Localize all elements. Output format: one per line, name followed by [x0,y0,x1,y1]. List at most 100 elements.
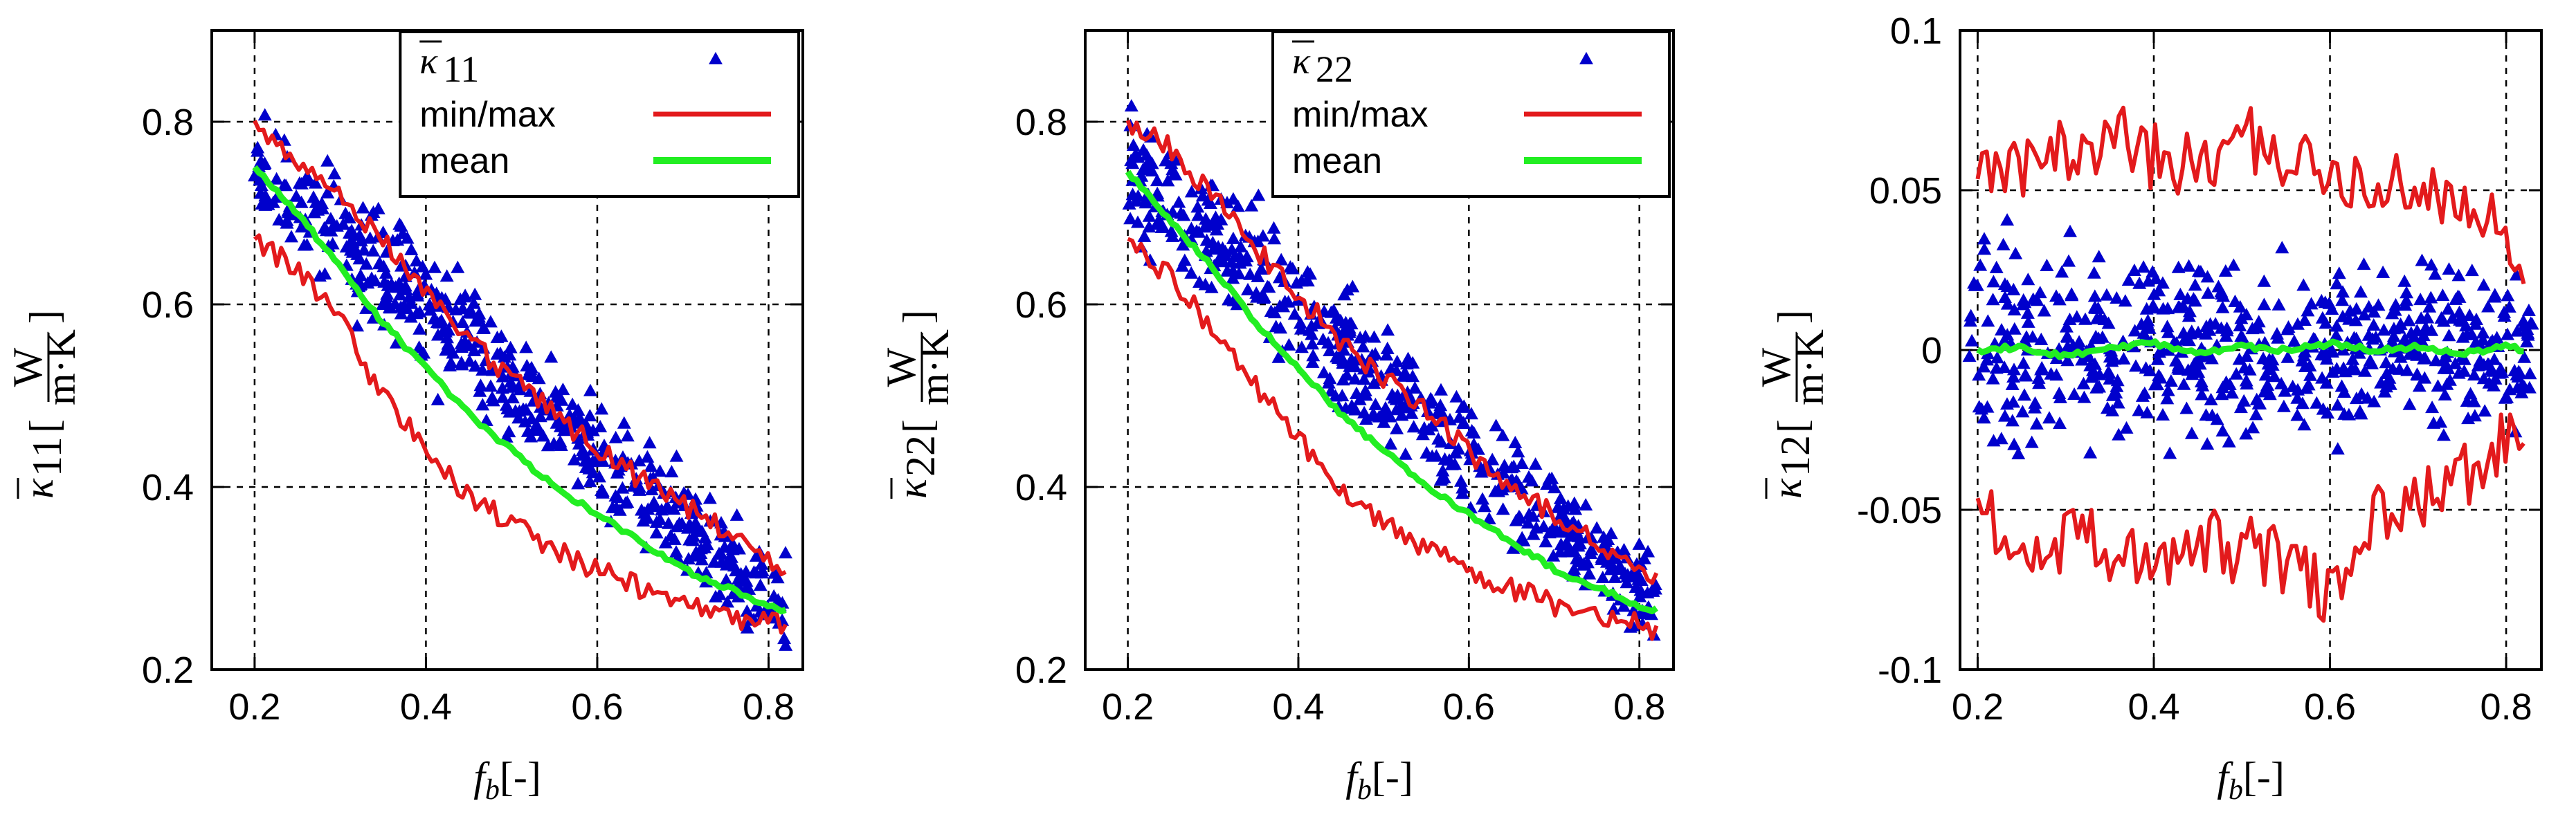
scatter-point [1241,282,1255,295]
scatter-point [2062,254,2076,267]
scatter-point [592,470,606,483]
scatter-point [1340,368,1354,381]
scatter-point [379,266,393,279]
scatter-point [2281,320,2296,333]
scatter-point [409,254,424,267]
scatter-point [2182,259,2196,272]
scatter-point [2034,362,2049,376]
scatter-point [1419,445,1434,459]
scatter-point [2127,264,2141,276]
scatter-point [2480,357,2495,370]
scatter-point [2195,378,2210,392]
scatter-point [2330,442,2345,455]
scatter-point [541,439,555,452]
scatter-point [1226,231,1240,244]
scatter-point [2424,258,2438,271]
scatter-point [1357,372,1371,385]
scatter-point [2476,278,2491,291]
scatter-point [2031,371,2046,384]
scatter-point [519,403,534,416]
scatter-point [2469,335,2483,348]
scatter-point [1354,353,1369,366]
scatter-point [583,383,597,396]
scatter-point [1995,323,2008,335]
scatter-point [1989,260,2004,273]
scatter-point [2193,265,2208,277]
scatter-point [2478,404,2492,417]
scatter-point [404,242,419,255]
scatter-point [714,547,729,560]
scatter-point [2076,376,2091,389]
scatter-point [779,546,792,559]
scatter-point [586,423,600,436]
scatter-point [2280,350,2295,363]
scatter-point [1528,457,1543,470]
scatter-point [719,573,734,586]
scatter-point [397,299,411,311]
scatter-point [2112,427,2126,441]
scatter-point [583,475,597,488]
scatter-point [327,167,342,180]
scatter-point [1176,238,1190,251]
scatter-point [1417,421,1431,434]
scatter-point [253,173,267,186]
scatter-point [1289,276,1304,289]
scatter-point [2065,287,2079,300]
scatter-point [1467,425,1481,439]
scatter-point [428,260,442,273]
y-axis-label: κ12 [Wm·K] [1753,310,1832,499]
scatter-point [681,552,696,564]
scatter-point [2015,405,2030,418]
scatter-point [1233,239,1248,252]
scatter-point [2040,259,2054,271]
scatter-point [439,269,454,282]
scatter-point [2233,319,2247,331]
scatter-point [2034,332,2049,345]
chart-panel-k11: 0.2 0.4 0.6 0.80.20.40.60.8fb[-]κ11[Wm·K]κ 1… [5,29,804,806]
scatter-point [320,154,335,167]
scatter-point [1508,436,1523,448]
scatter-point [2522,380,2537,394]
scatter-point [1986,275,2001,288]
legend-subscript: 11 [443,48,479,90]
scatter-point [390,233,405,246]
scatter-point [2110,379,2124,392]
scatter-point [325,237,340,250]
scatter-point [2234,329,2249,342]
scatter-point [1398,447,1413,460]
bracket-left: [ [1770,419,1815,433]
scatter-point [571,403,586,416]
scatter-point [1316,365,1331,378]
scatter-point [2306,331,2321,344]
scatter-point [1390,354,1404,367]
scatter-point [2000,213,2015,226]
scatter-point [455,315,470,328]
scatter-point [1553,491,1568,504]
scatter-point [1620,568,1635,581]
scatter-point [2102,366,2116,379]
scatter-point [394,306,408,320]
scatter-point [2498,391,2512,404]
scatter-point [441,337,455,350]
scatter-point [2523,367,2537,380]
scatter-point [1567,544,1581,557]
legend-scatter-marker [709,52,723,64]
scatter-point [1634,573,1649,587]
scatter-point [767,589,781,602]
legend: κ 22 min/max mean [1271,30,1671,198]
x-axis-label: fb[-] [2217,754,2285,806]
scatter-point [2160,320,2175,333]
scatter-point [279,178,293,192]
scatter-point [2156,407,2170,421]
scatter-point [2377,323,2391,336]
scatter-point [2239,374,2253,387]
scatter-point [731,571,745,585]
scatter-point [653,512,667,525]
x-tick-label: 0.4 [1272,686,1324,728]
scatter-point [519,340,534,353]
scatter-point [649,526,664,539]
scatter-point [2060,353,2075,367]
scatter-point [2116,351,2131,365]
scatter-point [503,340,518,353]
scatter-point [2385,306,2400,320]
